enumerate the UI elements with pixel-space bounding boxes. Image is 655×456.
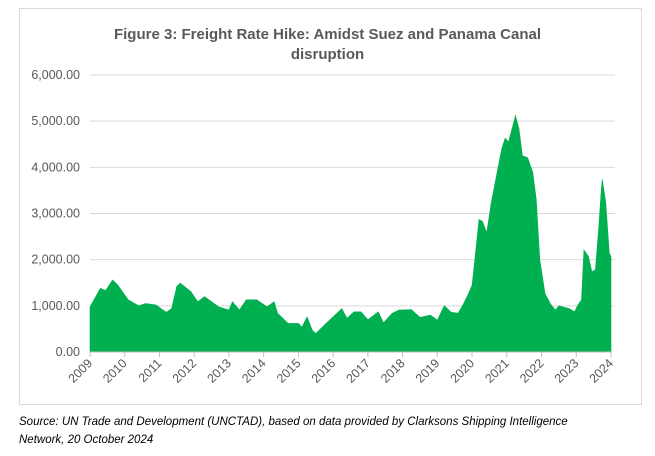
source-note: Source: UN Trade and Development (UNCTAD… bbox=[19, 413, 639, 449]
y-tick-label: 5,000.00 bbox=[31, 114, 80, 128]
x-tick-label: 2018 bbox=[378, 356, 408, 386]
x-tick-label: 2016 bbox=[309, 356, 339, 386]
x-tick-label: 2020 bbox=[448, 356, 478, 386]
x-tick-label: 2019 bbox=[413, 356, 443, 386]
source-line2: Network, 20 October 2024 bbox=[19, 434, 154, 446]
x-tick-label: 2014 bbox=[239, 356, 269, 386]
chart-title-line1: Figure 3: Freight Rate Hike: Amidst Suez… bbox=[113, 26, 542, 43]
y-tick-label: 0.00 bbox=[56, 345, 80, 359]
x-tick-label: 2012 bbox=[170, 356, 200, 386]
y-tick-label: 3,000.00 bbox=[31, 207, 80, 221]
y-tick-label: 2,000.00 bbox=[31, 253, 80, 267]
x-tick-label: 2011 bbox=[136, 356, 165, 385]
x-tick-label: 2009 bbox=[66, 356, 96, 386]
source-line1: Source: UN Trade and Development (UNCTAD… bbox=[19, 416, 568, 428]
x-tick-label: 2017 bbox=[343, 356, 373, 386]
chart-title: Figure 3: Freight Rate Hike: Amidst Suez… bbox=[0, 25, 655, 65]
y-tick-label: 6,000.00 bbox=[31, 68, 80, 82]
x-tick-label: 2015 bbox=[274, 356, 304, 386]
y-tick-label: 4,000.00 bbox=[31, 160, 80, 174]
x-tick-label: 2024 bbox=[587, 356, 617, 386]
x-tick-label: 2013 bbox=[204, 356, 234, 386]
y-tick-label: 1,000.00 bbox=[31, 299, 80, 313]
chart-frame bbox=[19, 8, 642, 405]
freight-rate-area bbox=[89, 114, 612, 353]
x-tick-label: 2022 bbox=[517, 356, 547, 386]
x-tick-label: 2021 bbox=[482, 356, 512, 386]
x-tick-label: 2023 bbox=[552, 356, 582, 386]
chart-title-line2: disruption bbox=[290, 46, 365, 63]
x-tick-label: 2010 bbox=[100, 356, 130, 386]
